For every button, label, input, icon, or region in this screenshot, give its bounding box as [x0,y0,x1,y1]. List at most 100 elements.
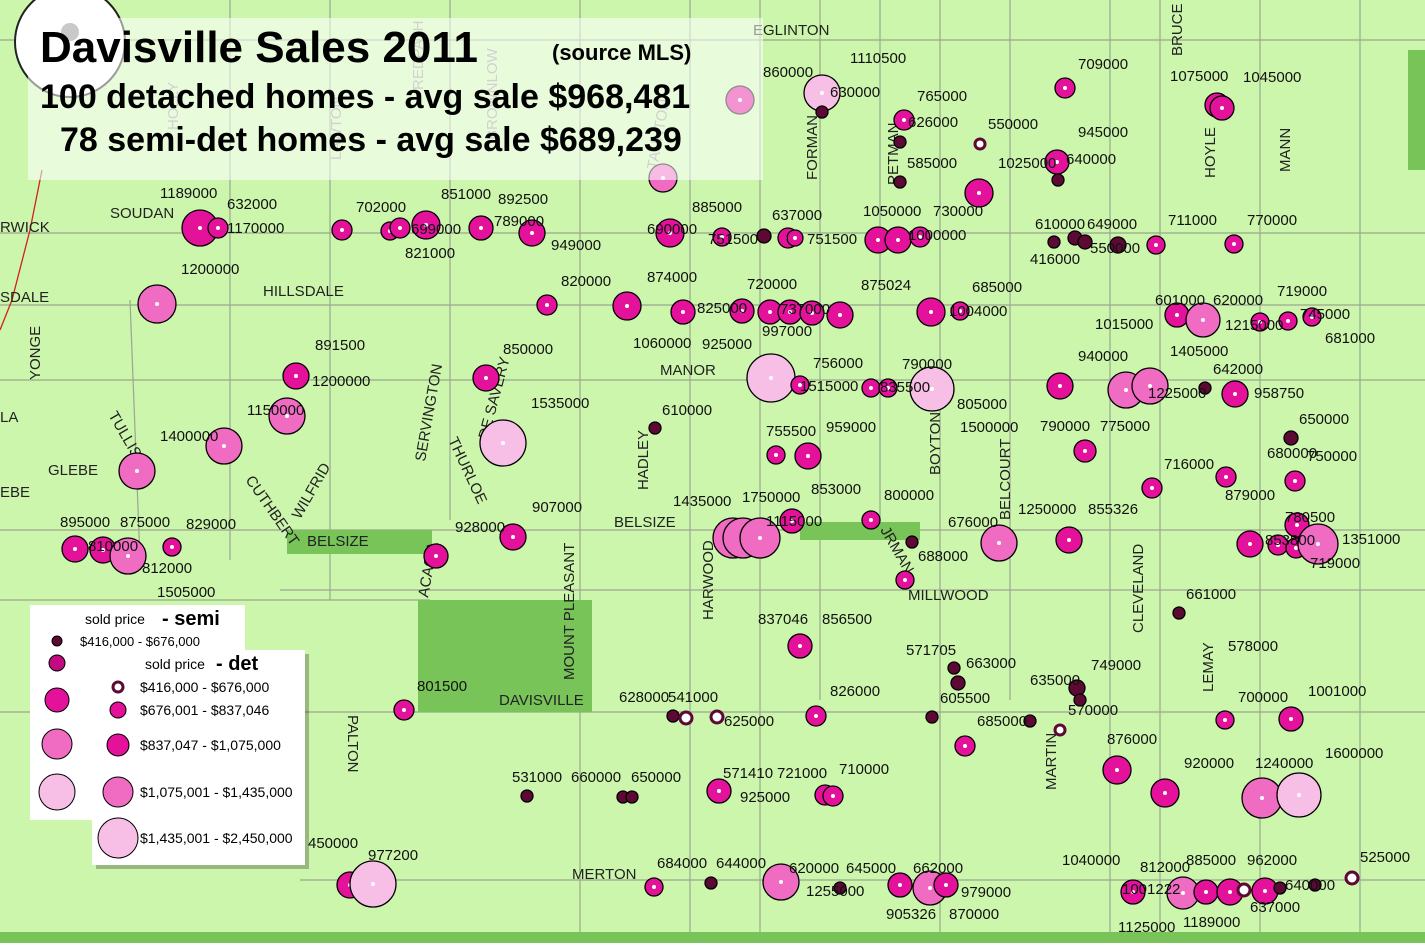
legend-tag: - semi [162,608,220,630]
marker-center [1055,160,1059,164]
sale-label: 1125000 [1118,919,1175,936]
marker-center [1295,523,1299,527]
marker-center [758,536,762,540]
sale-label: 1535000 [531,395,589,412]
sale-label: 928000 [455,519,505,536]
sale-label: 812000 [1140,859,1190,876]
marker-center [1224,475,1228,479]
marker-center [73,547,77,551]
sale-label: 1060000 [633,335,691,352]
sale-label: 874000 [647,269,697,286]
sale-label: 571410 [723,765,773,782]
source: (source MLS) [552,40,691,65]
sale-label: 637000 [772,207,822,224]
marker-center [294,374,298,378]
sale-marker [520,789,534,803]
sale-label: 550000 [1090,240,1140,257]
marker-center [1083,449,1087,453]
sale-label: 1001000 [1308,683,1366,700]
sale-label: 820000 [561,273,611,290]
sale-label: 1189000 [1183,914,1240,931]
marker-center [126,554,130,558]
sale-label: 541000 [668,689,718,706]
marker-center [398,226,402,230]
marker-center [1293,479,1297,483]
sale-label: 920000 [1184,755,1234,772]
sale-marker [1073,693,1087,707]
sale-label: 626000 [908,114,958,131]
marker-center [798,644,802,648]
marker-center [1154,243,1158,247]
marker-center [1310,315,1314,319]
marker-center [155,302,159,306]
sale-label: 850000 [503,341,553,358]
marker-center [434,554,438,558]
sale-label: 821000 [405,245,455,262]
sale-label: 789000 [494,213,544,230]
street-label: CLEVELAND [1130,544,1147,633]
sale-label: 945000 [1078,124,1128,141]
sale-label: 800000 [884,487,934,504]
marker-center [774,453,778,457]
street-label: BELSIZE [614,514,676,531]
marker-center [820,91,824,95]
sale-label: 1600000 [1325,745,1383,762]
marker-center [717,789,721,793]
sale-marker [1051,173,1065,187]
sale-label: 745000 [1300,306,1350,323]
street-label: EBE [0,484,30,501]
sale-marker [648,421,662,435]
sale-label: 805000 [957,396,1007,413]
sale-marker [893,175,907,189]
marker-center [216,226,220,230]
legend-range: $1,435,001 - $2,450,000 [140,830,293,846]
title-box [28,18,763,180]
marker-center [831,794,835,798]
marker-center [798,383,802,387]
sale-marker [1273,881,1287,895]
sale-label: 1500000 [960,419,1018,436]
sale-label: 721000 [777,765,827,782]
sale-marker [1198,381,1212,395]
marker-center [902,118,906,122]
summary: 100 detached homes - avg sale $968,481 [40,78,690,116]
sale-label: 1750000 [742,489,800,506]
marker-center [944,883,948,887]
legend-tag: - det [216,653,259,675]
sale-label: 1400000 [160,428,218,445]
sale-marker [815,105,829,119]
sale-marker [756,228,772,244]
sale-label: 585000 [907,155,957,172]
marker-center [898,883,902,887]
sale-label: 685000 [972,279,1022,296]
marker-center [1228,890,1232,894]
sale-label: 684000 [657,855,707,872]
marker-center [928,886,932,890]
sale-label: 1115000 [766,513,822,530]
sale-label: 835500 [880,379,930,396]
sale-label: 1505000 [157,584,215,601]
street-label: MERTON [572,866,636,883]
marker-center [1297,793,1301,797]
sale-label: 1075000 [1170,68,1228,85]
marker-center [838,313,842,317]
sale-marker [1236,882,1252,898]
sale-label: 790000 [1040,418,1090,435]
sale-label: 601000 [1155,292,1205,309]
sale-label: 1110500 [850,50,906,67]
sale-label: 661000 [1186,586,1236,603]
sale-label: 1001222 [1122,881,1180,898]
sale-label: 895000 [60,514,110,531]
sale-label: 905326 [886,906,936,923]
sale-label: 645000 [846,860,896,877]
marker-center [740,309,744,313]
sale-marker [1053,723,1067,737]
sale-label: 860000 [763,64,813,81]
sale-label: 940000 [1078,348,1128,365]
sale-label: 1150000 [247,402,304,419]
marker-center [1220,106,1224,110]
marker-center [1263,889,1267,893]
sale-marker [905,535,919,549]
sale-marker [1109,236,1127,254]
